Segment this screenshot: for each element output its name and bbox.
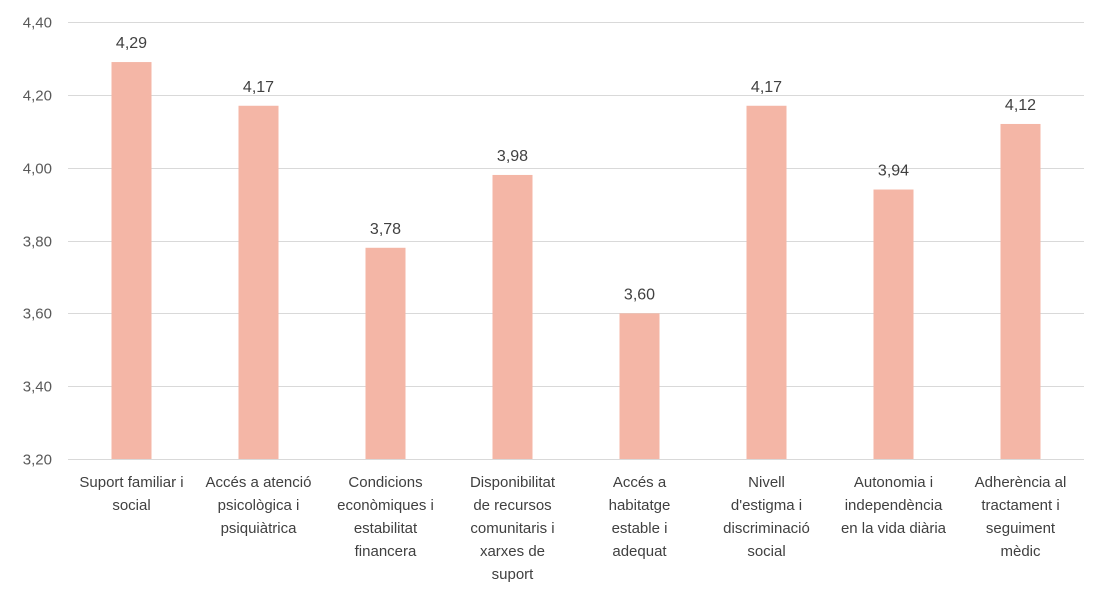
- category-label-line: financera: [355, 543, 417, 560]
- category-label-line: en la vida diària: [841, 520, 947, 537]
- y-tick-label: 3,80: [23, 234, 52, 251]
- category-label-line: Condicions: [348, 474, 422, 491]
- category-label-line: xarxes de: [480, 543, 545, 560]
- data-label: 3,60: [624, 286, 655, 303]
- data-label: 4,17: [243, 79, 274, 96]
- category-label-line: habitatge: [609, 497, 671, 514]
- y-tick-label: 4,00: [23, 161, 52, 178]
- bar: [1000, 123, 1041, 459]
- category-label-line: tractament i: [981, 497, 1059, 514]
- data-label: 4,29: [116, 35, 147, 52]
- x-axis-category-labels: Suport familiar i social Accés a atenció ps…: [79, 474, 1066, 583]
- category-label-line: Adherència al: [975, 474, 1067, 491]
- category-label-line: adequat: [612, 543, 667, 560]
- data-labels: 4,29 4,17 3,78 3,98 3,60 4,17 3,94 4,12: [116, 35, 1036, 303]
- data-label: 3,94: [878, 163, 909, 180]
- category-label-line: mèdic: [1000, 543, 1041, 560]
- category-label-line: suport: [492, 566, 535, 583]
- category-label-line: seguiment: [986, 520, 1056, 537]
- data-label: 3,98: [497, 148, 528, 165]
- y-tick-label: 3,60: [23, 306, 52, 323]
- category-label-line: discriminació: [723, 520, 810, 537]
- y-tick-label: 3,20: [23, 452, 52, 469]
- data-label: 4,17: [751, 79, 782, 96]
- gridlines: [68, 22, 1084, 460]
- category-label-line: estable i: [612, 520, 668, 537]
- data-label: 4,12: [1005, 97, 1036, 114]
- y-tick-label: 4,20: [23, 88, 52, 105]
- category-label: Accés a habitatge estable i adequat: [609, 474, 671, 560]
- bar: [619, 313, 660, 459]
- category-label-line: independència: [845, 497, 943, 514]
- category-label: Autonomia i independència en la vida diàri…: [841, 474, 947, 537]
- category-label-line: social: [747, 543, 785, 560]
- category-label-line: Accés a: [613, 474, 667, 491]
- bar: [238, 105, 279, 459]
- category-label-line: Disponibilitat: [470, 474, 556, 491]
- y-axis-tick-labels: 3,20 3,40 3,60 3,80 4,00 4,20 4,40: [23, 15, 52, 469]
- category-label-line: d'estigma i: [731, 497, 802, 514]
- category-label-line: comunitaris i: [470, 520, 554, 537]
- y-tick-label: 3,40: [23, 379, 52, 396]
- category-label-line: econòmiques i: [337, 497, 434, 514]
- category-label-line: Suport familiar i: [79, 474, 183, 491]
- bar: [492, 174, 533, 459]
- bars: [111, 62, 1041, 459]
- bar: [746, 105, 787, 459]
- category-label-line: de recursos: [473, 497, 551, 514]
- category-label-line: psiquiàtrica: [221, 520, 298, 537]
- y-tick-label: 4,40: [23, 15, 52, 32]
- bar: [111, 62, 152, 459]
- bar: [365, 247, 406, 459]
- data-label: 3,78: [370, 221, 401, 238]
- category-label-line: psicològica i: [218, 497, 300, 514]
- category-label: Suport familiar i social: [79, 474, 183, 514]
- category-label-line: estabilitat: [354, 520, 418, 537]
- category-label-line: social: [112, 497, 150, 514]
- category-label-line: Nivell: [748, 474, 785, 491]
- category-label-line: Autonomia i: [854, 474, 933, 491]
- category-label: Adherència al tractament i seguiment mèdic: [975, 474, 1067, 560]
- category-label: Accés a atenció psicològica i psiquiàtrica: [206, 474, 312, 537]
- category-label: Nivell d'estigma i discriminació social: [723, 474, 810, 560]
- category-label: Condicions econòmiques i estabilitat financ…: [337, 474, 434, 560]
- category-label-line: Accés a atenció: [206, 474, 312, 491]
- bar: [873, 189, 914, 459]
- category-label: Disponibilitat de recursos comunitaris i xa…: [470, 474, 556, 583]
